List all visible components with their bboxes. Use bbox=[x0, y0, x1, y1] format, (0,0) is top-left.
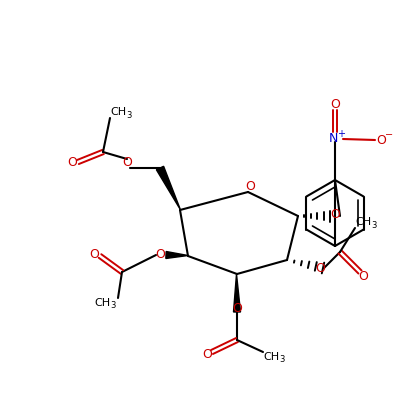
Text: +: + bbox=[337, 129, 345, 139]
Text: 3: 3 bbox=[279, 356, 285, 364]
Text: O: O bbox=[67, 156, 77, 168]
Text: −: − bbox=[385, 130, 393, 140]
Text: CH: CH bbox=[94, 298, 110, 308]
Text: O: O bbox=[202, 348, 212, 362]
Text: CH: CH bbox=[355, 217, 371, 227]
Text: CH: CH bbox=[110, 107, 126, 117]
Text: O: O bbox=[330, 208, 340, 222]
Polygon shape bbox=[156, 166, 180, 210]
Text: CH: CH bbox=[263, 352, 279, 362]
Text: O: O bbox=[376, 134, 386, 146]
Text: O: O bbox=[232, 302, 242, 314]
Polygon shape bbox=[234, 274, 240, 312]
Text: O: O bbox=[330, 98, 340, 110]
Polygon shape bbox=[166, 252, 188, 258]
Text: N: N bbox=[328, 132, 338, 144]
Text: 3: 3 bbox=[371, 220, 377, 230]
Text: O: O bbox=[358, 270, 368, 282]
Text: O: O bbox=[315, 262, 325, 274]
Text: O: O bbox=[89, 248, 99, 260]
Text: 3: 3 bbox=[110, 302, 116, 310]
Text: 3: 3 bbox=[126, 110, 132, 120]
Text: O: O bbox=[245, 180, 255, 192]
Text: O: O bbox=[155, 248, 165, 262]
Text: O: O bbox=[122, 156, 132, 168]
